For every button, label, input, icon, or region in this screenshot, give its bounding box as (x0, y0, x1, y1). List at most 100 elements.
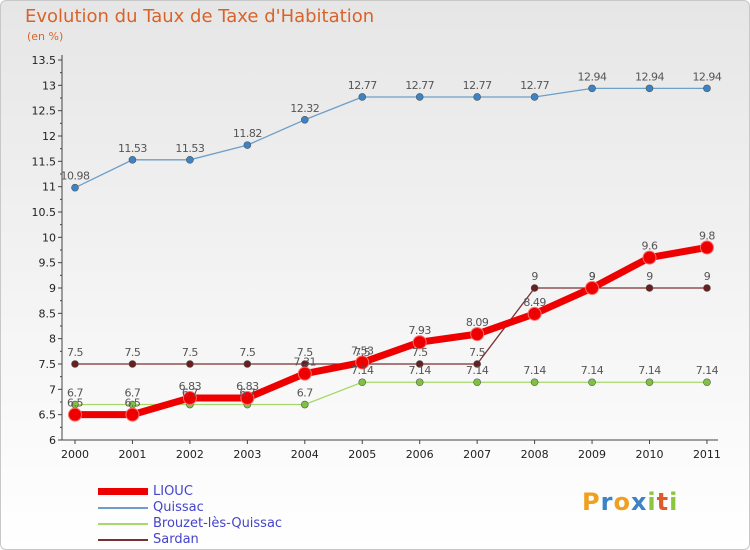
data-label-brouzet-l-s-quissac: 7.14 (696, 364, 719, 377)
x-tick-label: 2000 (61, 448, 89, 461)
series-line-liouc (71, 243, 711, 419)
data-point-liouc (527, 306, 542, 321)
data-point-sardan (703, 284, 711, 292)
data-label-brouzet-l-s-quissac: 6.7 (67, 387, 83, 400)
y-tick-label: 8 (49, 333, 56, 346)
data-label-quissac: 12.94 (692, 70, 721, 83)
data-label-brouzet-l-s-quissac: 7.14 (351, 364, 374, 377)
data-label-quissac: 12.94 (635, 70, 664, 83)
y-tick-label: 13.5 (32, 54, 57, 67)
data-label-sardan: 7.5 (354, 346, 370, 359)
data-point-quissac (703, 84, 711, 93)
data-label-quissac: 10.98 (61, 170, 90, 183)
data-label-brouzet-l-s-quissac: 6.7 (297, 387, 313, 400)
y-tick-label: 11 (42, 181, 56, 194)
data-point-liouc (240, 390, 255, 405)
data-label-brouzet-l-s-quissac: 6.7 (124, 387, 140, 400)
data-label-sardan: 7.5 (67, 346, 83, 359)
legend-label-brouzet: Brouzet-lès-Quissac (153, 516, 283, 531)
y-tick-label: 12.5 (32, 105, 57, 118)
proxiti-logo: Proxiti (582, 488, 678, 516)
data-point-brouzet-l-s-quissac (703, 378, 711, 387)
data-point-brouzet-l-s-quissac (645, 378, 654, 387)
data-label-liouc: 9.6 (642, 240, 658, 253)
data-point-quissac (186, 156, 194, 164)
data-point-liouc (585, 281, 600, 295)
data-label-sardan: 7.5 (297, 346, 313, 359)
series-line-sardan (74, 287, 708, 365)
data-label-liouc: 9.8 (699, 229, 715, 242)
data-label-liouc: 6.83 (179, 380, 202, 393)
data-point-sardan (71, 360, 79, 368)
data-label-layer: 10.98 11.53 11.53 11.82 12.32 12.77 12.77 12.77… (61, 70, 723, 410)
x-tick-label: 2001 (118, 448, 146, 461)
x-tick-label: 2003 (233, 448, 261, 461)
data-label-sardan: 7.5 (412, 346, 428, 359)
series-line-quissac (74, 87, 708, 189)
y-tick-label: 7 (49, 383, 56, 396)
x-tick-label: 2006 (406, 448, 434, 461)
logo-letter: r (600, 488, 614, 516)
y-tick-label: 13 (42, 79, 56, 92)
data-label-sardan: 9 (589, 270, 596, 283)
data-label-sardan: 7.5 (124, 346, 140, 359)
data-point-quissac (300, 115, 309, 124)
data-label-brouzet-l-s-quissac: 6.7 (239, 387, 255, 400)
data-point-quissac (358, 93, 367, 101)
data-label-brouzet-l-s-quissac: 7.14 (523, 364, 546, 377)
legend-swatch-liouc (98, 488, 148, 495)
logo-letter: i (647, 488, 657, 516)
data-point-brouzet-l-s-quissac (530, 378, 539, 387)
y-tick-label: 11.5 (32, 155, 57, 168)
x-tick-label: 2002 (176, 448, 204, 461)
data-label-quissac: 12.77 (405, 79, 434, 92)
data-point-liouc (412, 335, 427, 350)
data-label-sardan: 9 (646, 270, 653, 283)
data-label-liouc: 6.5 (67, 397, 83, 410)
data-point-quissac (415, 93, 424, 101)
data-label-quissac: 11.82 (233, 127, 262, 140)
data-label-quissac: 12.94 (578, 70, 607, 83)
data-label-quissac: 12.77 (520, 79, 549, 92)
data-point-liouc (355, 355, 370, 370)
chart-axes: 6 6.5 7 7.5 8 8.5 9 9.5 10 10.5 11 11.5 12 12.5 13 13.5… (32, 54, 721, 461)
data-label-liouc: 6.83 (236, 380, 259, 393)
data-label-liouc: 8.49 (523, 296, 546, 309)
data-label-brouzet-l-s-quissac: 7.14 (408, 364, 431, 377)
data-label-liouc: 7.53 (351, 344, 374, 357)
data-point-sardan (243, 360, 252, 368)
data-point-liouc (297, 366, 312, 381)
data-point-quissac (588, 84, 596, 93)
data-point-liouc (699, 240, 714, 255)
logo-letter: x (630, 488, 648, 516)
data-point-quissac (71, 183, 79, 192)
data-point-sardan (645, 284, 654, 292)
data-point-sardan (128, 360, 137, 368)
x-tick-label: 2004 (291, 448, 319, 461)
data-point-brouzet-l-s-quissac (473, 378, 481, 387)
data-point-quissac (645, 84, 654, 93)
data-label-sardan: 7.5 (469, 346, 485, 359)
y-tick-label: 8.5 (39, 307, 57, 320)
x-tick-label: 2010 (636, 448, 664, 461)
data-point-liouc (182, 390, 197, 405)
y-tick-label: 12 (42, 130, 56, 143)
data-label-quissac: 11.53 (118, 142, 147, 155)
data-point-sardan (186, 360, 194, 368)
legend-swatch-sardan (98, 539, 148, 541)
legend-label-quissac: Quissac (153, 500, 204, 515)
data-label-liouc: 7.93 (408, 324, 431, 337)
data-label-quissac: 12.77 (463, 79, 492, 92)
y-tick-label: 7.5 (39, 358, 57, 371)
data-label-sardan: 9 (704, 270, 711, 283)
data-point-liouc (68, 407, 82, 422)
x-tick-label: 2011 (693, 448, 721, 461)
data-point-brouzet-l-s-quissac (300, 400, 309, 409)
x-tick-label: 2005 (348, 448, 376, 461)
legend-label-sardan: Sardan (153, 532, 199, 547)
data-point-brouzet-l-s-quissac (415, 378, 424, 387)
y-tick-label: 6.5 (39, 409, 57, 422)
data-label-liouc: 6.5 (124, 397, 140, 410)
x-tick-label: 2007 (463, 448, 491, 461)
